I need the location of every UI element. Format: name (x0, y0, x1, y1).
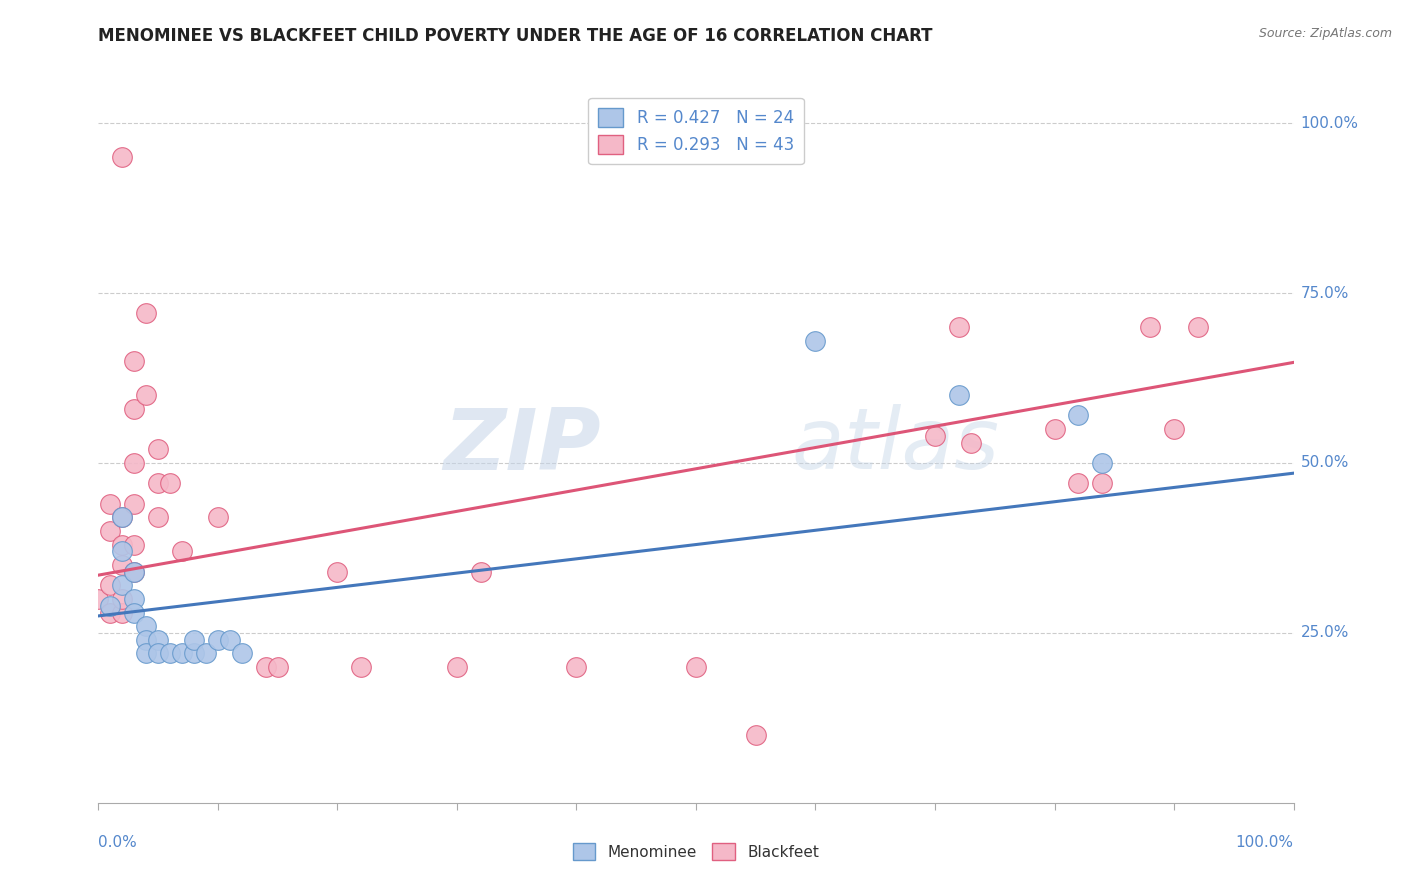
Point (924, 429, 946, 443)
Point (183, 632, 205, 647)
Point (1139, 320, 1161, 334)
Point (1163, 422, 1185, 436)
Point (1067, 409, 1090, 423)
Point (685, 660, 707, 674)
Point (1043, 422, 1066, 436)
Point (124, 354, 146, 368)
Point (159, 646, 181, 660)
Legend: Menominee, Blackfeet: Menominee, Blackfeet (567, 837, 825, 866)
Point (1067, 476, 1090, 491)
Point (135, 306, 157, 320)
Point (948, 388, 970, 402)
Point (135, 619, 157, 633)
Text: 75.0%: 75.0% (1301, 285, 1348, 301)
Point (1091, 476, 1114, 491)
Point (959, 435, 981, 450)
Text: 100.0%: 100.0% (1236, 836, 1294, 850)
Point (98, 606, 122, 620)
Point (194, 646, 217, 660)
Point (87, 591, 110, 606)
Point (135, 646, 157, 660)
Point (148, 632, 170, 647)
Point (98, 578, 122, 592)
Point (98, 497, 122, 511)
Point (111, 558, 134, 572)
Point (124, 401, 146, 416)
Text: 50.0%: 50.0% (1301, 456, 1348, 470)
Point (446, 660, 468, 674)
Point (111, 510, 134, 524)
Point (124, 537, 146, 551)
Point (111, 578, 134, 592)
Point (98, 599, 122, 613)
Text: MENOMINEE VS BLACKFEET CHILD POVERTY UNDER THE AGE OF 16 CORRELATION CHART: MENOMINEE VS BLACKFEET CHILD POVERTY UND… (98, 27, 934, 45)
Point (111, 537, 134, 551)
Point (124, 606, 146, 620)
Point (565, 660, 588, 674)
Point (1091, 456, 1114, 470)
Point (470, 565, 492, 579)
Point (124, 456, 146, 470)
Point (254, 660, 277, 674)
Point (111, 510, 134, 524)
Point (948, 320, 970, 334)
Point (124, 565, 146, 579)
Point (111, 606, 134, 620)
Point (219, 632, 242, 647)
Point (350, 660, 373, 674)
Point (326, 565, 349, 579)
Point (135, 632, 157, 647)
Point (231, 646, 253, 660)
Point (207, 510, 229, 524)
Point (124, 565, 146, 579)
Point (148, 510, 170, 524)
Text: 0.0%: 0.0% (98, 836, 138, 850)
Point (148, 646, 170, 660)
Text: 25.0%: 25.0% (1301, 625, 1348, 640)
Point (804, 334, 827, 348)
Point (148, 442, 170, 457)
Point (111, 544, 134, 558)
Text: 100.0%: 100.0% (1301, 116, 1358, 131)
Point (172, 646, 194, 660)
Point (159, 476, 181, 491)
Text: Source: ZipAtlas.com: Source: ZipAtlas.com (1258, 27, 1392, 40)
Point (124, 591, 146, 606)
Point (267, 660, 290, 674)
Point (745, 728, 768, 742)
Point (98, 524, 122, 538)
Point (148, 476, 170, 491)
Point (1187, 320, 1209, 334)
Point (172, 544, 194, 558)
Point (135, 388, 157, 402)
Point (207, 632, 229, 647)
Point (111, 591, 134, 606)
Point (124, 497, 146, 511)
Point (183, 646, 205, 660)
Point (111, 150, 134, 164)
Text: atlas: atlas (792, 404, 1000, 488)
Text: ZIP: ZIP (443, 404, 600, 488)
